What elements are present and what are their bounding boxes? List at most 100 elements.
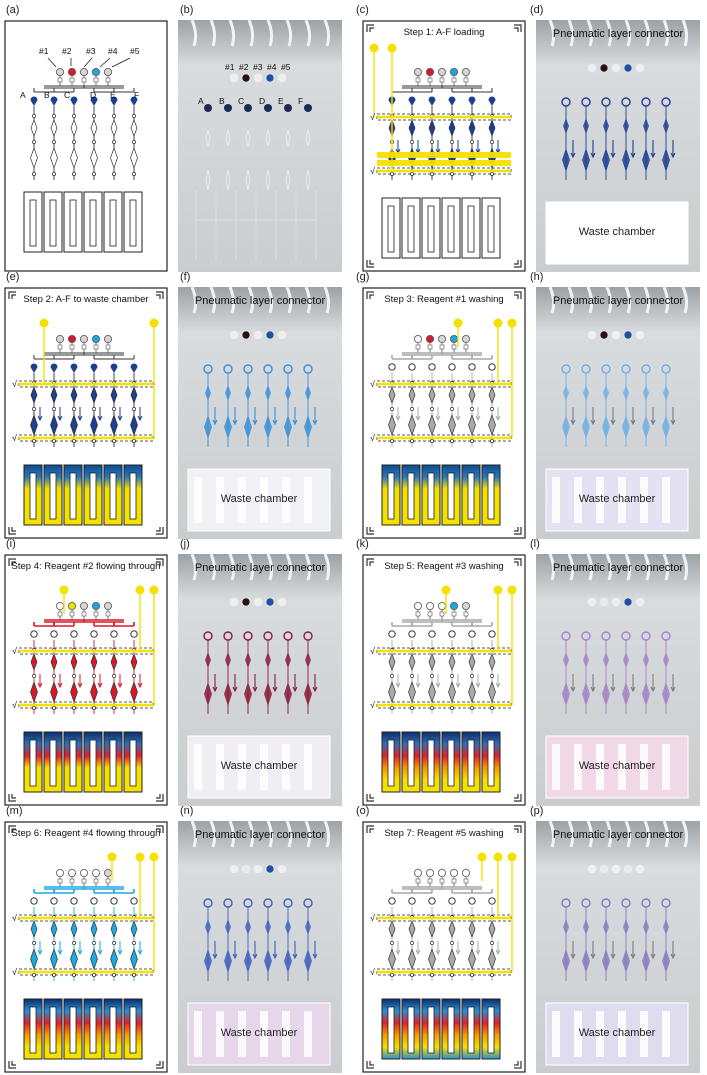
reagent-ports bbox=[414, 602, 471, 620]
reagent-port bbox=[426, 68, 435, 77]
unit-diamond bbox=[30, 920, 38, 938]
reagent-label: #2 bbox=[62, 46, 72, 56]
chamber-slot bbox=[487, 1006, 495, 1054]
chamber-slot bbox=[447, 739, 455, 787]
chamber-slot bbox=[89, 199, 97, 247]
waste-chambers bbox=[23, 464, 143, 526]
step-title: Step 6: Reagent #4 flowing through bbox=[11, 828, 161, 839]
distribution-tree bbox=[33, 352, 135, 360]
panel-k-step5: √ √ Step 5: Reagent #3 washing bbox=[362, 554, 526, 806]
reagent-port bbox=[104, 68, 113, 77]
unit-diamond bbox=[428, 653, 436, 671]
reagent-port bbox=[462, 869, 471, 878]
panel-d-photo: Pneumatic layer connector Waste chamber bbox=[536, 20, 700, 272]
unit-diamond bbox=[408, 920, 416, 938]
inlet-loop bbox=[408, 630, 416, 638]
sample-inlet bbox=[50, 363, 58, 373]
flow-arrow bbox=[590, 140, 596, 159]
waste-chambers bbox=[381, 197, 501, 259]
flow-arrow bbox=[252, 407, 258, 426]
unit-diamond bbox=[448, 920, 456, 938]
inlet-loop bbox=[468, 363, 476, 371]
flow-arrow bbox=[117, 407, 123, 422]
flow-arrow bbox=[97, 674, 103, 689]
sample-inlet bbox=[130, 96, 138, 106]
inlet-loop bbox=[70, 630, 78, 638]
flow-arrow bbox=[455, 941, 461, 956]
chamber-slot bbox=[69, 199, 77, 247]
inlet-loop bbox=[388, 897, 396, 905]
sample-inlet bbox=[408, 96, 416, 106]
reagent-label: #3 bbox=[86, 46, 96, 56]
distribution-tree bbox=[33, 886, 135, 894]
reagent-port bbox=[462, 335, 471, 344]
waste-chamber-area bbox=[545, 201, 689, 265]
unit-diamond bbox=[130, 119, 138, 137]
flow-arrow bbox=[650, 941, 656, 960]
schematic-svg: √√ bbox=[4, 287, 168, 539]
frame-corners bbox=[8, 558, 164, 802]
pneumatic-lines bbox=[477, 852, 517, 972]
reagent-port bbox=[92, 68, 101, 77]
chamber-slot bbox=[69, 739, 77, 787]
flow-arrow bbox=[630, 140, 636, 159]
flow-arrow bbox=[37, 407, 43, 422]
flow-arrow bbox=[570, 941, 576, 960]
flow-arrow bbox=[475, 941, 481, 956]
photo-caption: Pneumatic layer connector bbox=[552, 28, 684, 40]
sample-label: A bbox=[20, 90, 26, 100]
inlet-loop bbox=[448, 897, 456, 905]
reagent-label: #2 bbox=[239, 62, 249, 72]
sample-inlet bbox=[428, 96, 436, 106]
waste-chambers bbox=[23, 731, 143, 793]
flow-arrow bbox=[435, 674, 441, 689]
waste-label: Waste chamber bbox=[578, 760, 656, 772]
chamber-slot bbox=[407, 1006, 415, 1054]
chamber-slots bbox=[194, 477, 312, 523]
reagent-ports bbox=[56, 869, 113, 887]
sample-label: C bbox=[64, 90, 71, 100]
chamber-slot bbox=[129, 472, 137, 520]
reagent-port bbox=[56, 68, 65, 77]
schematic-svg: √√ bbox=[362, 821, 526, 1073]
unit-diamond bbox=[50, 119, 58, 137]
step-title: Step 3: Reagent #1 washing bbox=[384, 294, 504, 305]
schematic-svg: √√ bbox=[362, 287, 526, 539]
flow-arrow bbox=[272, 674, 278, 693]
panel-p-photo: Pneumatic layer connector Waste chamber bbox=[536, 821, 700, 1073]
frame-corners bbox=[366, 24, 522, 268]
panel-letter-b: (b) bbox=[180, 4, 194, 16]
flow-arrow bbox=[37, 674, 43, 689]
chamber-slot bbox=[109, 199, 117, 247]
reagent-port bbox=[104, 869, 113, 878]
flow-arrow bbox=[495, 941, 501, 956]
photo-units bbox=[561, 364, 676, 447]
flow-arrow bbox=[97, 407, 103, 422]
inlet-loop bbox=[30, 897, 38, 905]
chamber-slot bbox=[447, 472, 455, 520]
panel-j-photo: Pneumatic layer connector Waste chamber bbox=[178, 554, 342, 806]
frame-corners bbox=[8, 825, 164, 1069]
tubing bbox=[190, 287, 331, 314]
sample-inlet bbox=[90, 96, 98, 106]
unit-diamond bbox=[30, 119, 38, 137]
unit-diamond bbox=[70, 119, 78, 137]
inlet-loop bbox=[428, 363, 436, 371]
panel-h-photo: Pneumatic layer connector Waste chamber bbox=[536, 287, 700, 539]
inlet-loop bbox=[468, 630, 476, 638]
tubing bbox=[190, 20, 331, 47]
reagent-ports bbox=[414, 869, 471, 887]
photo-svg bbox=[536, 20, 700, 272]
photo-caption: Pneumatic layer connector bbox=[552, 562, 684, 574]
panel-o-step7: √ √ Step 7: Reagent #5 washing bbox=[362, 821, 526, 1073]
flow-arrow bbox=[435, 941, 441, 956]
inlet-loop bbox=[408, 897, 416, 905]
flow-arrow bbox=[272, 941, 278, 960]
chamber-slot bbox=[129, 199, 137, 247]
flow-arrow bbox=[137, 407, 143, 422]
photo-caption: Pneumatic layer connector bbox=[194, 295, 326, 307]
flow-arrow bbox=[57, 674, 63, 689]
check-mark: √ bbox=[12, 913, 17, 923]
chamber-slot bbox=[407, 739, 415, 787]
reagent-label: #1 bbox=[39, 46, 49, 56]
